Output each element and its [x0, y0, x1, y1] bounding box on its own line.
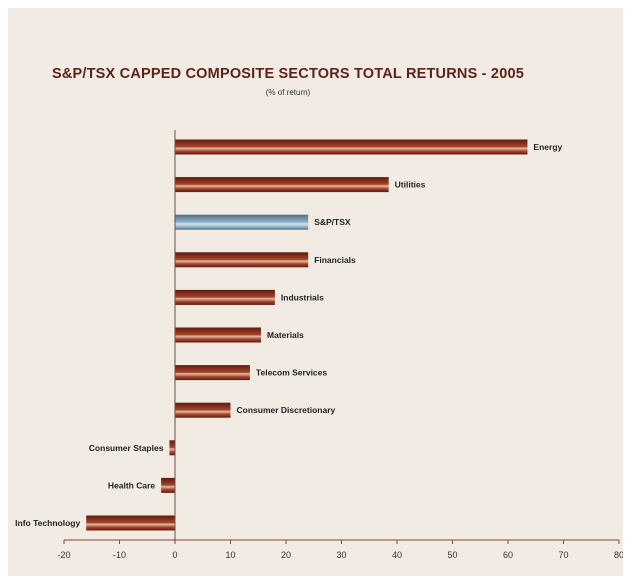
bar-label: Consumer Discretionary: [237, 405, 336, 415]
x-tick-label: 80: [614, 550, 623, 560]
x-axis: -20 -10 0 10 20 30 40 50 60 70 80: [57, 130, 623, 560]
x-tick-label: -10: [113, 550, 126, 560]
x-tick-label: 40: [392, 550, 402, 560]
bar-consumer-discretionary: [175, 402, 231, 418]
bar-s-p-tsx: [175, 214, 309, 230]
x-tick-label: 70: [558, 550, 568, 560]
x-tick-label: 0: [172, 550, 177, 560]
bar-label: Telecom Services: [256, 368, 327, 378]
bar-chart: S&P/TSX CAPPED COMPOSITE SECTORS TOTAL R…: [15, 66, 623, 560]
bar-label: Health Care: [108, 480, 156, 490]
bar-telecom-services: [175, 365, 250, 381]
bar-industrials: [175, 289, 275, 305]
x-tick-label: 60: [503, 550, 513, 560]
chart-panel: S&P/TSX CAPPED COMPOSITE SECTORS TOTAL R…: [8, 8, 623, 576]
x-tick-label: 30: [336, 550, 346, 560]
bar-label: Consumer Staples: [89, 443, 164, 453]
bar-label: Info Technology: [15, 518, 80, 528]
bar-label: S&P/TSX: [314, 217, 351, 227]
bar-info-technology: [86, 515, 175, 531]
x-tick-label: 50: [447, 550, 457, 560]
bar-label: Materials: [267, 330, 304, 340]
bars-group: Energy Utilities S&P/TSX Financials Industri…: [15, 139, 563, 531]
bar-label: Industrials: [281, 292, 324, 302]
bar-label: Utilities: [395, 180, 426, 190]
bar-label: Financials: [314, 255, 356, 265]
x-tick-label: 10: [225, 550, 235, 560]
bar-utilities: [175, 177, 389, 193]
bar-health-care: [161, 477, 175, 493]
chart-subtitle: (% of return): [266, 88, 311, 97]
bar-label: Energy: [533, 142, 562, 152]
chart-title: S&P/TSX CAPPED COMPOSITE SECTORS TOTAL R…: [52, 66, 524, 82]
bar-consumer-staples: [169, 440, 175, 456]
bar-financials: [175, 252, 309, 268]
x-tick-label: 20: [281, 550, 291, 560]
x-tick-label: -20: [57, 550, 70, 560]
bar-materials: [175, 327, 262, 343]
bar-energy: [175, 139, 528, 155]
